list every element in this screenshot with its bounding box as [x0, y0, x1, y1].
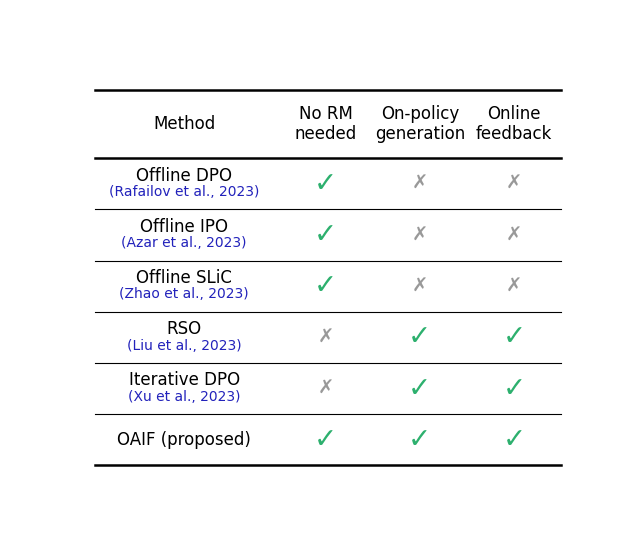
Text: Iterative DPO: Iterative DPO [129, 371, 240, 389]
Text: Offline IPO: Offline IPO [140, 218, 228, 236]
Text: ✓: ✓ [314, 425, 337, 454]
Text: On-policy
generation: On-policy generation [374, 105, 465, 143]
Text: ✗: ✗ [506, 175, 522, 193]
Text: Offline DPO: Offline DPO [136, 167, 232, 184]
Text: Method: Method [153, 115, 215, 133]
Text: ✓: ✓ [502, 425, 525, 454]
Text: No RM
needed: No RM needed [294, 105, 356, 143]
Text: ✓: ✓ [314, 221, 337, 249]
Text: ✗: ✗ [412, 175, 428, 193]
Text: ✗: ✗ [506, 225, 522, 244]
Text: RSO: RSO [166, 320, 202, 338]
Text: ✓: ✓ [408, 324, 431, 351]
Text: ✗: ✗ [506, 276, 522, 296]
Text: Online
feedback: Online feedback [476, 105, 552, 143]
Text: ✓: ✓ [314, 272, 337, 300]
Text: ✗: ✗ [317, 379, 333, 398]
Text: (Rafailov et al., 2023): (Rafailov et al., 2023) [109, 185, 259, 199]
Text: ✓: ✓ [408, 425, 431, 454]
Text: OAIF (proposed): OAIF (proposed) [117, 431, 251, 449]
Text: ✓: ✓ [502, 324, 525, 351]
Text: ✗: ✗ [317, 328, 333, 347]
Text: (Liu et al., 2023): (Liu et al., 2023) [127, 338, 241, 352]
Text: Offline SLiC: Offline SLiC [136, 269, 232, 287]
Text: ✓: ✓ [408, 375, 431, 403]
Text: ✓: ✓ [314, 170, 337, 198]
Text: ✓: ✓ [502, 375, 525, 403]
Text: ✗: ✗ [412, 276, 428, 296]
Text: (Xu et al., 2023): (Xu et al., 2023) [128, 389, 241, 404]
Text: (Azar et al., 2023): (Azar et al., 2023) [122, 236, 247, 250]
Text: ✗: ✗ [412, 225, 428, 244]
Text: (Zhao et al., 2023): (Zhao et al., 2023) [119, 288, 249, 301]
